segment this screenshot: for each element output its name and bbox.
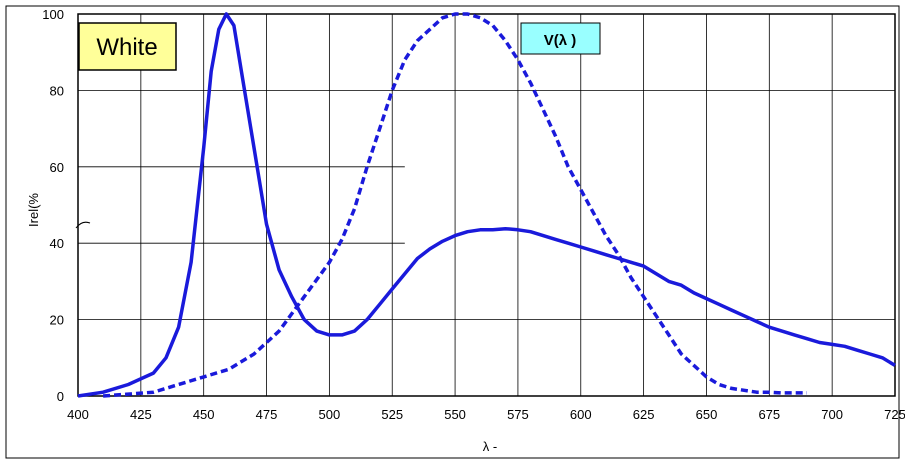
x-tick-label: 450 (193, 407, 215, 422)
x-tick-label: 500 (319, 407, 341, 422)
y-tick-label: 80 (50, 83, 64, 98)
x-axis-title: λ - (483, 439, 497, 454)
v-lambda-label-text: V(λ ) (544, 32, 577, 49)
x-tick-label: 625 (633, 407, 655, 422)
white-label-box: White (79, 23, 176, 70)
y-tick-label: 20 (50, 313, 64, 328)
x-tick-label: 550 (444, 407, 466, 422)
x-tick-label: 425 (130, 407, 152, 422)
y-axis-title: Irel(% (26, 193, 41, 227)
x-tick-label: 575 (507, 407, 529, 422)
x-tick-label: 600 (570, 407, 592, 422)
y-tick-label: 40 (50, 236, 64, 251)
x-tick-label: 400 (67, 407, 89, 422)
outer-frame (6, 6, 899, 458)
y-tick-label: 100 (42, 7, 64, 22)
x-tick-label: 700 (821, 407, 843, 422)
x-tick-label: 725 (884, 407, 905, 422)
x-tick-label: 475 (256, 407, 278, 422)
x-tick-label: 650 (696, 407, 718, 422)
white-label-text: White (96, 34, 157, 61)
v-lambda-label-box: V(λ ) (521, 23, 600, 54)
x-tick-label: 675 (758, 407, 780, 422)
y-tick-label: 0 (57, 389, 64, 404)
x-tick-label: 525 (381, 407, 403, 422)
y-tick-label: 60 (50, 160, 64, 175)
